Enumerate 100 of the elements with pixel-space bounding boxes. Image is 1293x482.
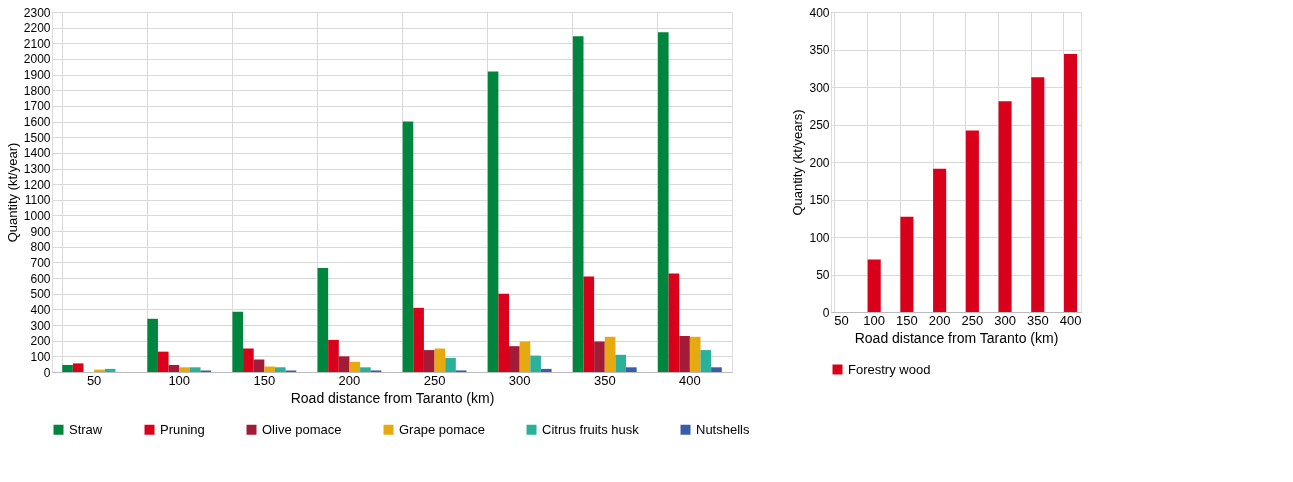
y-tick-label: 1000 [23,208,51,223]
y-tick-label: 350 [809,43,830,57]
x-tick-label: 100 [863,312,886,328]
bar [519,341,531,372]
bar [338,356,350,372]
legend-label: Olive pomace [262,421,342,437]
x-tick-label: 250 [423,372,446,388]
x-axis-title: Road distance from Taranto (km) [854,329,1059,346]
y-tick-label: 2100 [23,36,51,51]
x-tick-label: 400 [1059,312,1082,328]
bar [264,366,275,372]
bar [509,346,520,372]
bar [243,348,254,372]
y-axis-title: Quantity (kt/years) [790,109,806,216]
y-tick-label: 2000 [23,52,51,67]
y-tick-label: 1600 [23,115,51,130]
legend-label: Forestry wood [848,361,931,377]
bar [572,36,584,372]
bar [189,367,201,372]
bar [423,350,435,372]
x-tick-label: 300 [994,312,1016,328]
bar [413,307,424,372]
bar [104,368,116,372]
y-tick-label: 400 [809,5,830,20]
x-tick-label: 400 [679,372,701,388]
bar [900,216,914,312]
bar [583,276,595,372]
bar [933,168,947,312]
y-tick-label: 1300 [23,162,51,177]
bar [62,364,73,372]
bar [168,364,180,372]
y-tick-label: 100 [809,230,830,245]
y-tick-label: 1900 [23,68,51,83]
x-tick-label: 50 [86,372,102,388]
bar [498,293,510,372]
x-tick-label: 200 [338,372,361,388]
y-tick-label: 700 [30,255,51,270]
bar [434,348,446,372]
y-tick-label: 0 [43,365,51,380]
bar [711,367,722,372]
bar [1031,77,1045,312]
bar [679,336,690,372]
legend-label: Citrus fruits husk [542,421,640,437]
bar [594,341,605,372]
y-axis-title: Quantity (kt/year) [4,142,20,243]
legend-label: Grape pomace [399,421,485,437]
y-tick-label: 50 [816,268,830,282]
bar [349,361,361,372]
bar [615,354,627,372]
y-tick-label: 100 [30,349,51,364]
x-tick-label: 100 [168,372,191,388]
y-tick-label: 600 [30,271,51,286]
x-tick-label: 50 [834,312,849,328]
bar [998,101,1012,312]
y-tick-label: 250 [809,118,830,132]
bar [965,130,979,312]
x-tick-label: 150 [896,312,918,328]
bar [445,357,456,372]
y-tick-label: 1200 [23,177,51,192]
y-tick-label: 2300 [23,5,51,20]
x-tick-label: 300 [508,372,531,388]
bar [402,121,414,372]
y-tick-label: 300 [809,80,830,95]
x-axis-title: Road distance from Taranto (km) [290,389,495,406]
bar [689,336,701,372]
x-tick-label: 200 [928,312,951,328]
y-tick-label: 1400 [23,146,51,161]
y-tick-label: 200 [30,334,51,349]
bar [657,32,669,372]
y-tick-label: 150 [809,193,830,207]
bar [1063,54,1078,312]
bar [540,368,552,372]
bar [328,339,339,372]
y-tick-label: 1700 [23,99,51,114]
y-tick-label: 900 [30,224,51,239]
x-tick-label: 350 [1026,312,1049,328]
bar [253,359,265,372]
bar [232,311,244,372]
bar [179,367,190,372]
x-tick-label: 150 [253,372,276,388]
y-tick-label: 1800 [23,83,51,98]
y-tick-label: 200 [809,155,830,170]
legend-label: Nutshells [696,421,750,437]
y-tick-label: 400 [30,302,51,317]
bar [157,351,169,372]
bar [700,350,712,372]
bar [668,273,680,372]
x-tick-label: 350 [593,372,616,388]
bar [530,355,541,372]
bar [867,259,881,312]
y-tick-label: 0 [822,305,830,320]
y-tick-label: 800 [30,240,51,255]
x-tick-label: 250 [961,312,984,328]
bar [626,367,637,372]
bar [317,267,329,372]
y-tick-label: 1100 [24,193,51,208]
bar [487,71,499,372]
y-tick-label: 500 [30,287,51,302]
bar [147,318,158,372]
bar [604,336,616,372]
